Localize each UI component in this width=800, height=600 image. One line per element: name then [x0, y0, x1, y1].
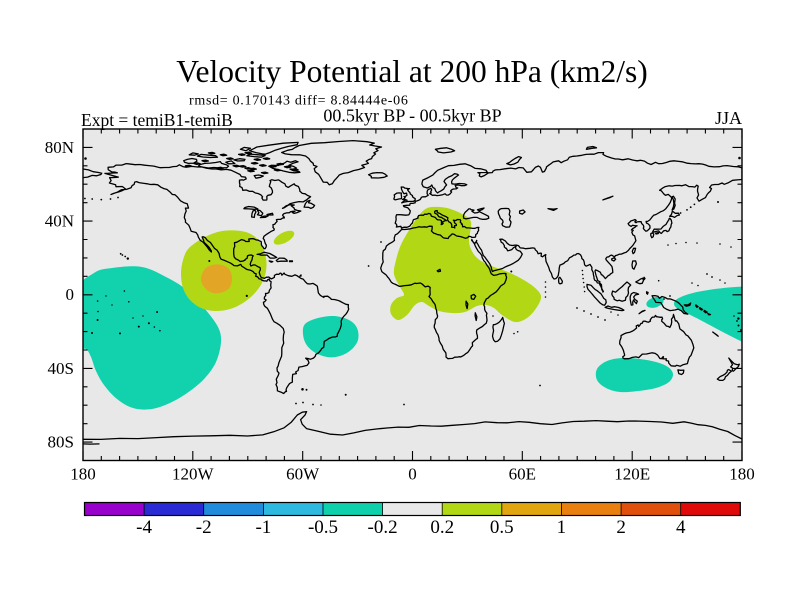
svg-text:0: 0 — [408, 465, 417, 484]
svg-text:60E: 60E — [509, 465, 536, 484]
svg-text:Expt = temiB1-temiB: Expt = temiB1-temiB — [81, 110, 233, 130]
svg-text:-0.2: -0.2 — [368, 517, 398, 538]
svg-text:120W: 120W — [172, 465, 215, 484]
svg-text:40N: 40N — [45, 212, 74, 231]
svg-text:4: 4 — [676, 517, 686, 538]
svg-text:0.5: 0.5 — [490, 517, 514, 538]
svg-text:80S: 80S — [48, 433, 74, 452]
svg-text:rmsd= 0.170143 diff= 8.84444e-: rmsd= 0.170143 diff= 8.84444e-06 — [189, 94, 409, 109]
svg-text:-2: -2 — [196, 517, 212, 538]
svg-text:180: 180 — [70, 465, 96, 484]
svg-text:60W: 60W — [286, 465, 320, 484]
svg-text:JJA: JJA — [715, 108, 742, 128]
svg-text:-0.5: -0.5 — [308, 517, 338, 538]
svg-text:180: 180 — [729, 465, 755, 484]
svg-text:00.5kyr BP - 00.5kyr BP: 00.5kyr BP - 00.5kyr BP — [323, 106, 501, 126]
svg-text:2: 2 — [616, 517, 626, 538]
svg-text:0.2: 0.2 — [430, 517, 454, 538]
svg-text:80N: 80N — [45, 138, 74, 157]
svg-text:1: 1 — [557, 517, 567, 538]
svg-text:40S: 40S — [48, 359, 74, 378]
svg-text:-1: -1 — [255, 517, 271, 538]
svg-text:0: 0 — [66, 285, 75, 304]
svg-text:Velocity Potential at 200 hPa: Velocity Potential at 200 hPa (km2/s) — [176, 54, 648, 89]
svg-text:-4: -4 — [136, 517, 152, 538]
svg-text:120E: 120E — [614, 465, 650, 484]
